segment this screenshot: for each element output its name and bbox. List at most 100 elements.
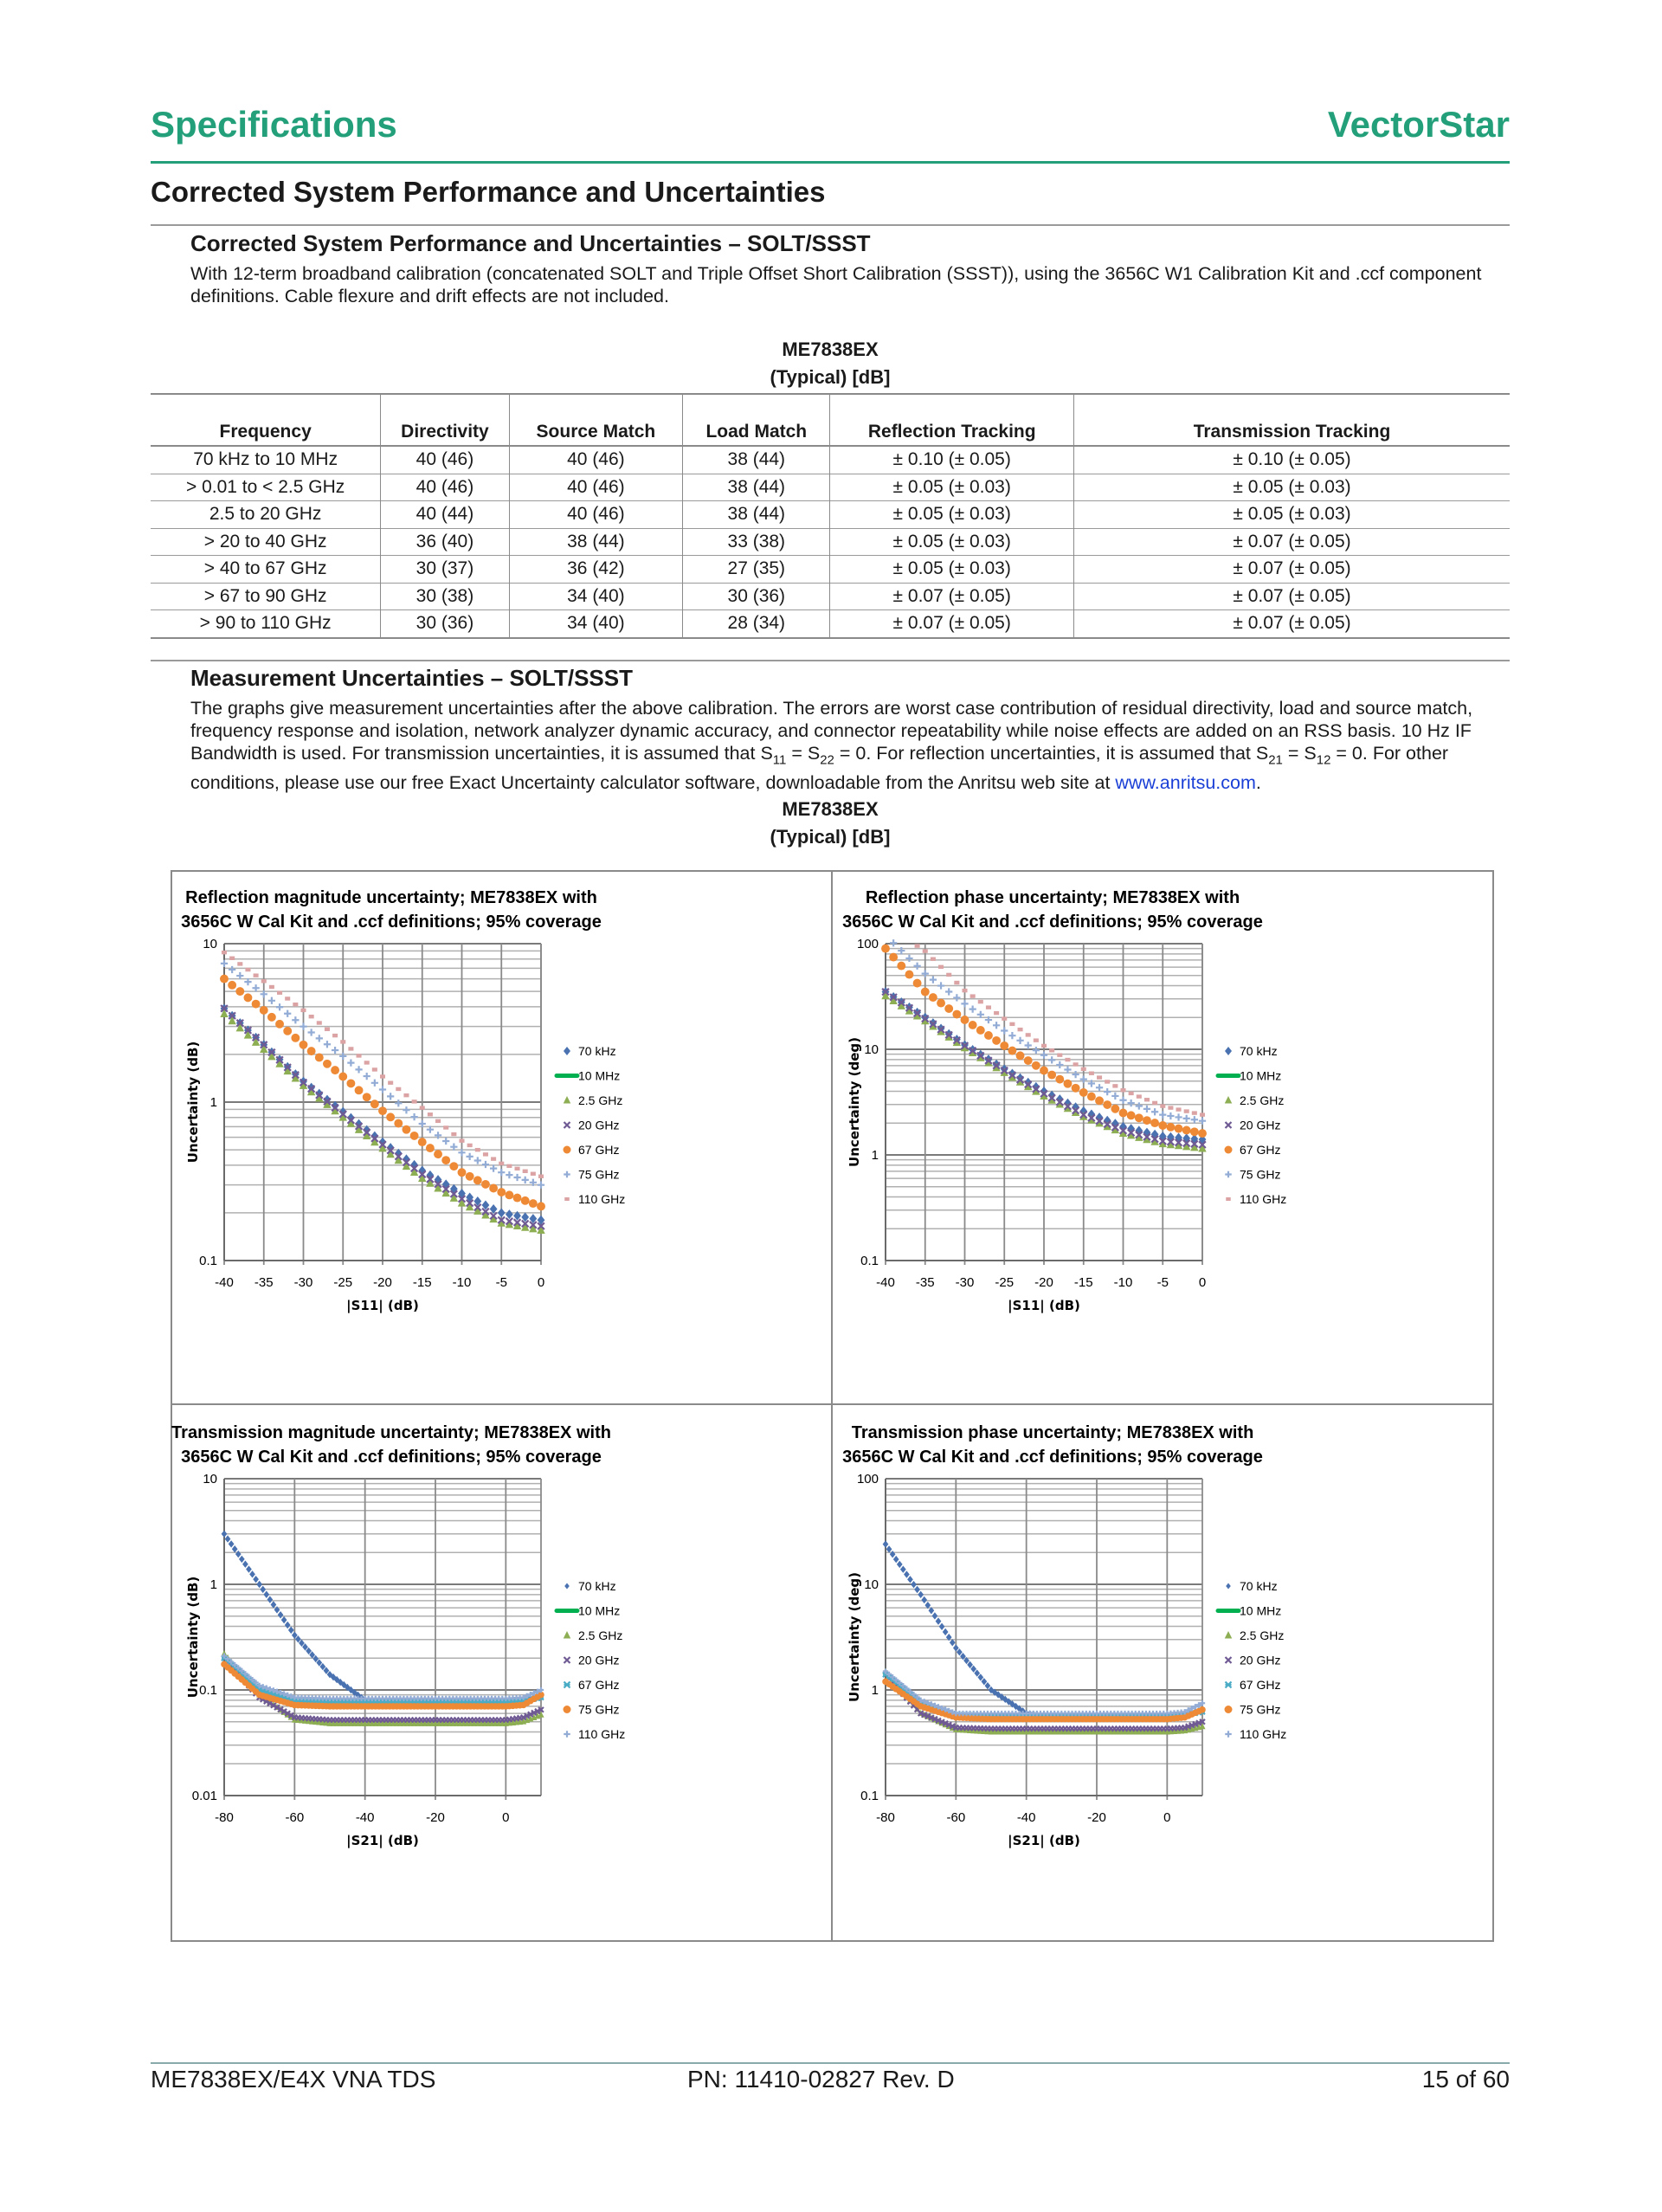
data-point <box>441 1188 450 1197</box>
y-tick-label: 1 <box>872 1683 879 1698</box>
data-point <box>497 1216 506 1224</box>
data-point <box>419 1106 425 1110</box>
dash-marker <box>340 1040 346 1044</box>
cell-load-match: 38 (44) <box>682 474 830 501</box>
plus-marker <box>1008 1032 1016 1040</box>
plus-marker <box>564 1731 570 1738</box>
plus-marker <box>992 1022 1001 1029</box>
plus-marker <box>239 1667 245 1674</box>
x-marker <box>260 1041 268 1049</box>
x-marker <box>1158 1137 1167 1145</box>
data-point <box>481 1210 490 1219</box>
data-point <box>1120 1088 1126 1093</box>
dash-marker <box>977 999 983 1004</box>
data-point <box>952 1036 961 1045</box>
data-point <box>427 1112 433 1117</box>
star-marker <box>1224 1680 1233 1689</box>
data-point <box>1047 1093 1056 1102</box>
diamond-marker <box>1002 1695 1008 1704</box>
plus-marker <box>235 1665 242 1671</box>
data-point <box>441 1156 451 1165</box>
anritsu-link[interactable]: www.anritsu.com <box>1115 772 1256 794</box>
legend-label: 2.5 GHz <box>578 1628 622 1642</box>
data-point <box>260 1044 268 1054</box>
data-point <box>945 1633 952 1641</box>
circle-marker <box>952 1009 962 1019</box>
triangle-marker <box>306 1087 316 1096</box>
data-point <box>267 1012 276 1022</box>
data-point <box>370 1131 379 1141</box>
triangle-marker <box>418 1173 427 1182</box>
x-axis-label: |S11| (dB) <box>1008 1298 1080 1314</box>
triangle-marker <box>944 1032 953 1041</box>
data-point <box>1111 1125 1120 1134</box>
data-point <box>1143 1134 1151 1144</box>
dash-marker <box>938 964 944 970</box>
data-point <box>386 1143 395 1153</box>
data-point <box>288 1693 294 1699</box>
text: . <box>1255 772 1261 794</box>
data-point <box>889 996 898 1005</box>
series-67-ghz <box>220 974 545 1211</box>
x-marker <box>534 1707 541 1715</box>
x-marker <box>563 1121 571 1129</box>
data-point <box>338 1072 348 1081</box>
circle-marker <box>306 1047 316 1056</box>
data-point <box>287 1626 294 1635</box>
legend-item: 67 GHz <box>1224 1143 1280 1157</box>
data-point <box>1182 1709 1188 1715</box>
data-point <box>1064 1066 1072 1074</box>
x-marker <box>1087 1113 1096 1122</box>
y-tick-label: 0.1 <box>199 1683 217 1698</box>
data-point <box>441 1179 450 1190</box>
data-point <box>299 1078 308 1087</box>
diamond-marker <box>984 1681 991 1690</box>
data-point <box>528 1199 538 1209</box>
circle-marker <box>338 1072 348 1081</box>
data-point <box>931 1612 938 1620</box>
plus-marker <box>275 1003 284 1011</box>
data-point <box>1166 1138 1176 1146</box>
text: = S <box>1282 743 1317 764</box>
dash-marker <box>1183 1109 1189 1113</box>
data-point <box>942 1706 949 1712</box>
data-point <box>434 1175 442 1185</box>
data-point <box>1000 1066 1008 1075</box>
data-point <box>450 1143 458 1151</box>
data-point <box>881 987 890 996</box>
dash-marker <box>946 972 952 977</box>
plus-marker <box>531 1690 538 1696</box>
diamond-marker <box>911 1580 917 1589</box>
data-point <box>1166 1122 1176 1132</box>
cell-transmission-tracking: ± 0.07 (± 0.05) <box>1073 528 1510 556</box>
data-point <box>409 1131 419 1140</box>
triangle-marker <box>323 1100 332 1108</box>
data-point <box>482 1152 488 1157</box>
data-point <box>315 1088 324 1099</box>
dash-marker <box>1176 1107 1182 1112</box>
data-point <box>338 1112 347 1121</box>
data-point <box>237 962 243 966</box>
data-point <box>538 1691 544 1699</box>
triangle-marker <box>1087 1115 1096 1124</box>
y-tick-label: 10 <box>864 1577 879 1592</box>
data-point <box>283 1066 292 1075</box>
legend-marker-icon <box>1225 1170 1232 1178</box>
triangle-marker <box>354 1125 364 1133</box>
data-point <box>459 1138 465 1143</box>
data-point <box>435 1119 441 1124</box>
triangle-marker <box>338 1112 347 1121</box>
cell-directivity: 30 (36) <box>380 609 510 638</box>
data-point <box>474 1147 480 1152</box>
subscript: 11 <box>772 752 787 768</box>
data-point <box>402 1125 411 1134</box>
circle-marker <box>889 952 899 962</box>
dash-marker <box>970 994 976 998</box>
triangle-marker <box>291 1074 300 1082</box>
legend-item: 2.5 GHz <box>563 1628 622 1642</box>
legend-label: 10 MHz <box>1240 1604 1281 1618</box>
plus-marker <box>918 1697 924 1703</box>
series-20-ghz <box>220 1004 545 1230</box>
diamond-marker <box>974 1669 981 1677</box>
data-point <box>952 1009 962 1019</box>
